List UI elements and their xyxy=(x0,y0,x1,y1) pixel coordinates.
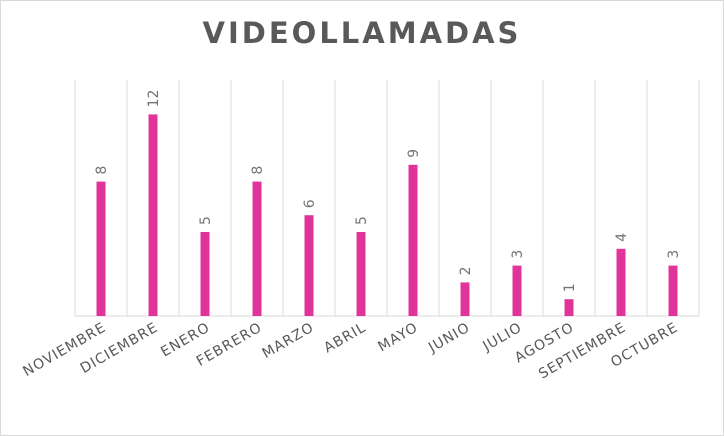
bar xyxy=(564,299,574,316)
data-label: 9 xyxy=(406,149,422,158)
bar xyxy=(304,215,314,316)
data-label: 5 xyxy=(198,216,214,225)
category-label: MAYO xyxy=(375,320,421,356)
data-label: 5 xyxy=(354,216,370,225)
bars xyxy=(96,114,678,317)
bar xyxy=(252,181,262,316)
chart-title: VIDEOLLAMADAS xyxy=(202,16,522,50)
data-label: 2 xyxy=(458,266,474,275)
gridlines xyxy=(74,80,700,316)
data-label: 8 xyxy=(94,166,110,175)
data-label: 8 xyxy=(250,166,266,175)
category-label: SEPTIEMBRE xyxy=(536,320,629,383)
bar xyxy=(356,232,366,316)
data-label: 1 xyxy=(562,283,578,292)
category-label: JUNIO xyxy=(425,320,473,357)
bar xyxy=(668,265,678,316)
category-label: ABRIL xyxy=(321,320,369,357)
bar xyxy=(200,232,210,316)
data-labels: 8 12 5 8 6 5 9 2 3 1 4 3 xyxy=(94,90,682,293)
bar xyxy=(148,114,158,317)
bar xyxy=(408,164,418,316)
data-label: 12 xyxy=(146,90,162,108)
category-label: MARZO xyxy=(260,320,317,362)
data-label: 6 xyxy=(302,199,318,208)
data-label: 3 xyxy=(510,250,526,259)
bar xyxy=(96,181,106,316)
data-label: 4 xyxy=(614,233,630,242)
data-label: 3 xyxy=(666,250,682,259)
bar xyxy=(512,265,522,316)
bar xyxy=(616,248,626,316)
bar xyxy=(460,282,470,316)
